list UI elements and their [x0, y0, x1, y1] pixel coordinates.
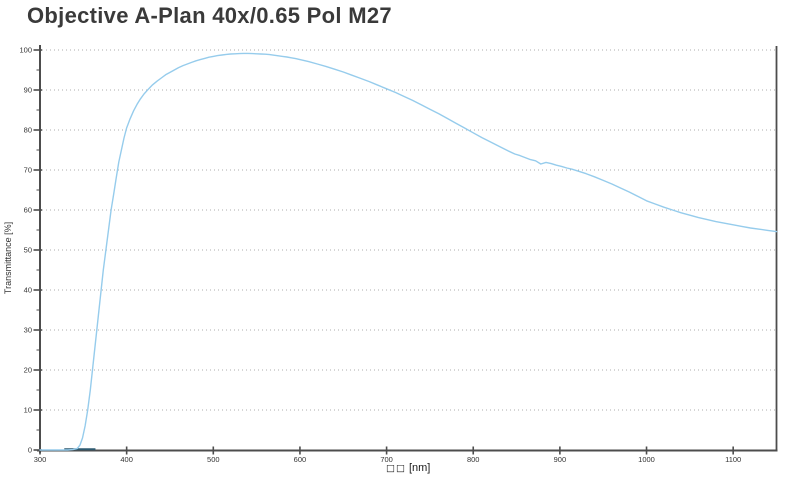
x-tick-label: 900	[554, 455, 567, 464]
x-axis-unit-label: [nm]	[408, 462, 431, 474]
x-tick-label: 1000	[638, 455, 655, 464]
x-tick-label: 600	[294, 455, 307, 464]
y-tick-label: 70	[24, 166, 32, 175]
y-axis-label: Transmittance [%]	[3, 222, 13, 294]
y-tick-label: 80	[24, 126, 32, 135]
y-tick-label: 60	[24, 206, 32, 215]
missing-glyph-boxes: □□	[386, 463, 406, 474]
y-tick-label: 40	[24, 286, 32, 295]
y-tick-label: 20	[24, 366, 32, 375]
x-tick-label: 400	[120, 455, 133, 464]
x-tick-label: 1100	[725, 455, 741, 464]
y-tick-label: 50	[24, 246, 32, 255]
y-tick-label: 0	[28, 446, 32, 455]
x-axis-label: □□ [nm]	[386, 462, 430, 474]
y-tick-label: 100	[19, 46, 32, 55]
y-tick-label: 30	[24, 326, 32, 335]
y-tick-label: 10	[24, 406, 32, 415]
x-tick-label: 500	[207, 455, 220, 464]
x-tick-label: 800	[467, 455, 480, 464]
transmittance-curve	[39, 52, 778, 451]
y-tick-label: 90	[24, 86, 32, 95]
x-tick-label: 300	[34, 455, 47, 464]
x-tick-label: 700	[380, 455, 393, 464]
page-title: Objective A-Plan 40x/0.65 Pol M27	[27, 3, 392, 28]
